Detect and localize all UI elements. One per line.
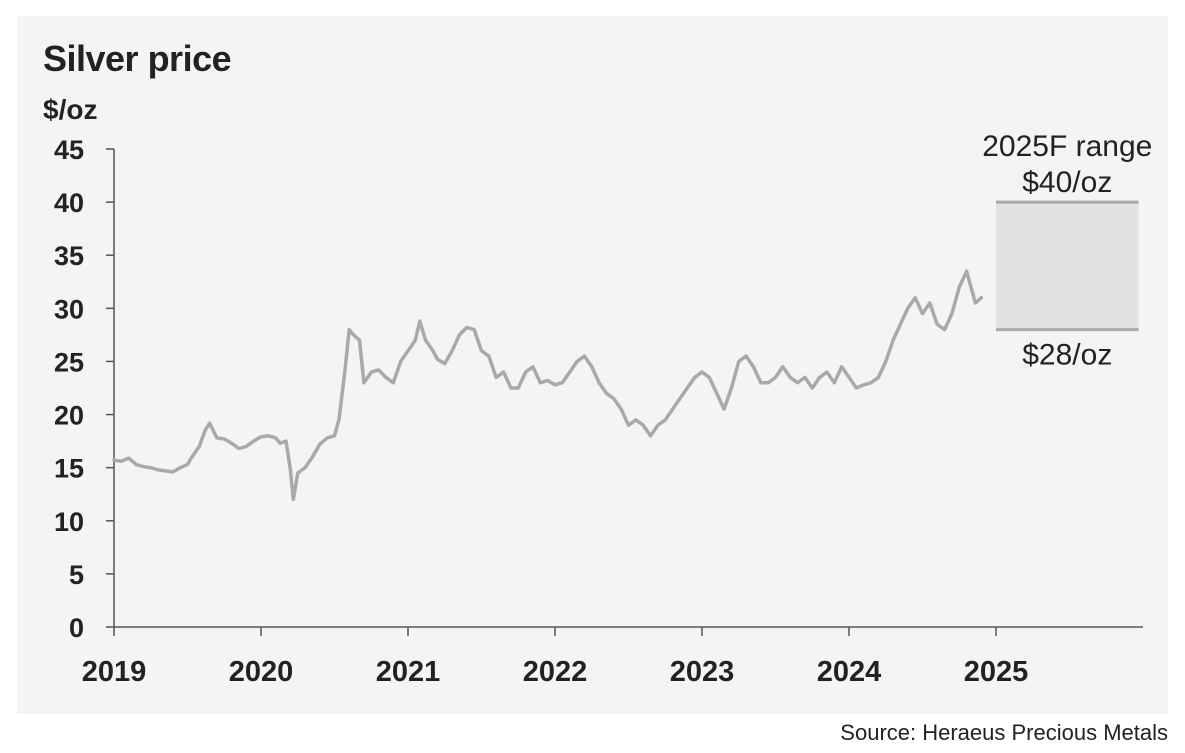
- forecast-band: [996, 202, 1139, 330]
- price-series: [112, 269, 984, 502]
- chart-title: Silver price: [43, 38, 232, 79]
- forecast-range: [996, 200, 1139, 332]
- y-tick-label: 30: [54, 294, 84, 324]
- x-tick-label: 2024: [817, 656, 882, 688]
- x-tick-label: 2020: [229, 656, 294, 688]
- x-tick-label: 2023: [670, 656, 735, 688]
- forecast-low-label: $28/oz: [1022, 339, 1112, 372]
- y-axis: 0 5 10 15 20 25 30 35 40 45: [54, 135, 115, 643]
- source-note: Source: Heraeus Precious Metals: [840, 720, 1168, 745]
- y-tick-label: 20: [54, 401, 84, 431]
- x-tick-label: 2019: [82, 656, 147, 688]
- y-tick-label: 35: [54, 241, 84, 271]
- y-tick-label: 0: [69, 613, 84, 643]
- y-tick-label: 45: [54, 135, 84, 165]
- y-tick-label: 5: [69, 560, 84, 590]
- y-axis-unit: $/oz: [43, 94, 98, 125]
- y-tick-label: 25: [54, 347, 84, 377]
- series-line-0: [112, 269, 984, 502]
- y-tick-label: 10: [54, 507, 84, 537]
- x-tick-label: 2022: [523, 656, 588, 688]
- x-tick-label: 2021: [376, 656, 441, 688]
- x-axis: 2019 2020 2021 2022 2023 2024 2025: [82, 626, 1143, 688]
- y-tick-label: 40: [54, 188, 84, 218]
- x-tick-label: 2025: [964, 656, 1029, 688]
- forecast-range-label: 2025F range: [982, 130, 1152, 163]
- y-tick-label: 15: [54, 454, 84, 484]
- forecast-high-label: $40/oz: [1022, 166, 1112, 199]
